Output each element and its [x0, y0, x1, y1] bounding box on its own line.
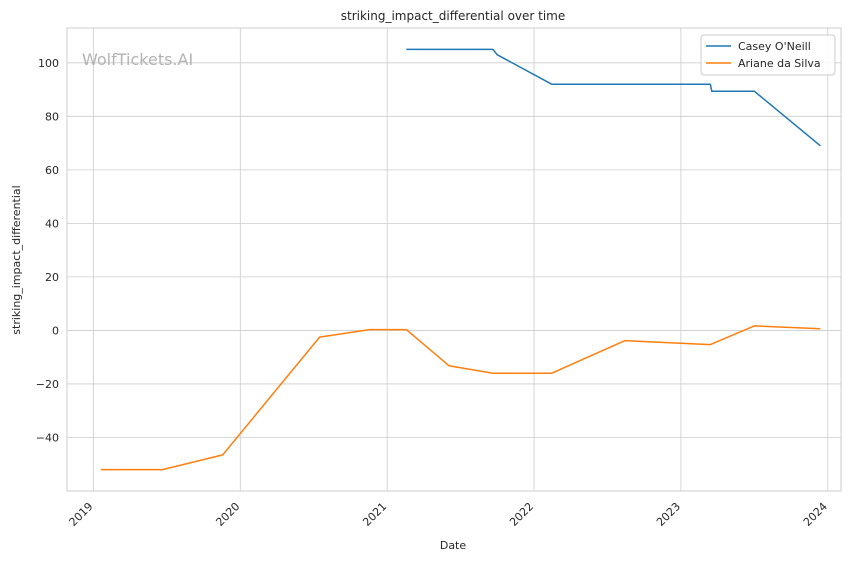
y-tick-label: −40 — [36, 431, 59, 444]
series-layer — [100, 48, 821, 471]
legend-box — [700, 34, 836, 76]
legend-label: Ariane da Silva — [738, 57, 821, 70]
watermark-logo: WolfTickets.AI — [82, 50, 193, 69]
grid — [67, 28, 841, 491]
chart-title: striking_impact_differential over time — [341, 9, 566, 23]
legend: Casey O'Neill Ariane da Silva — [700, 34, 836, 76]
x-tick-label: 2023 — [654, 500, 683, 529]
y-tick-label: 0 — [52, 324, 59, 337]
x-axis-label: Date — [440, 539, 467, 552]
plot-frame — [66, 27, 842, 492]
y-tick-label: 100 — [38, 57, 59, 70]
x-tick-label: 2020 — [213, 500, 242, 529]
y-tick-label: 20 — [45, 271, 59, 284]
series-line-casey-o-neill — [406, 48, 821, 147]
y-tick-label: −20 — [36, 378, 59, 391]
y-axis-ticks: −40 −20 0 20 40 60 80 100 — [36, 57, 59, 445]
x-tick-label: 2024 — [801, 500, 830, 529]
y-tick-label: 60 — [45, 164, 59, 177]
series-line-ariane-da-silva — [100, 325, 821, 471]
y-axis-label: striking_impact_differential — [10, 185, 23, 334]
y-tick-label: 80 — [45, 110, 59, 123]
y-tick-label: 40 — [45, 217, 59, 230]
legend-label: Casey O'Neill — [738, 40, 811, 53]
x-tick-label: 2022 — [507, 500, 536, 529]
x-tick-label: 2019 — [67, 500, 96, 529]
x-tick-label: 2021 — [360, 500, 389, 529]
x-axis-ticks: 2019 2020 2021 2022 2023 2024 — [67, 500, 830, 529]
